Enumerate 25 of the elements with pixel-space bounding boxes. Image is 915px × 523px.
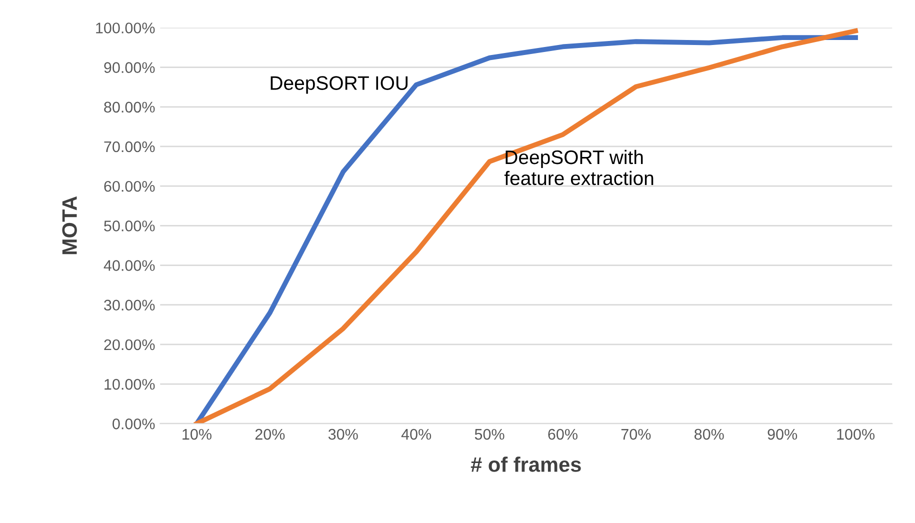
series-label: DeepSORT IOU <box>270 76 408 94</box>
y-tick-label: 70.00% <box>104 141 155 152</box>
x-axis-title: # of frames <box>470 456 581 472</box>
x-tick-label: 80% <box>694 428 724 440</box>
x-tick-label: 50% <box>474 428 504 440</box>
x-tick-label: 70% <box>621 428 651 440</box>
y-tick-label: 10.00% <box>104 378 155 390</box>
x-tick-label: 30% <box>328 428 358 440</box>
x-tick-label: 40% <box>401 428 432 440</box>
x-tick-label: 60% <box>548 428 578 440</box>
y-tick-label: 0.00% <box>112 418 155 430</box>
y-tick-label: 50.00% <box>104 220 155 232</box>
x-tick-label: 100% <box>837 428 875 440</box>
y-tick-label: 30.00% <box>104 300 155 311</box>
y-tick-label: 60.00% <box>104 180 155 192</box>
series-label: DeepSORT with feature extraction <box>504 150 654 186</box>
y-tick-label: 80.00% <box>104 102 155 113</box>
y-tick-label: 20.00% <box>104 339 155 350</box>
y-tick-label: 90.00% <box>104 62 155 73</box>
x-tick-label: 10% <box>182 428 212 440</box>
y-axis-title: MOTA <box>62 196 77 254</box>
x-tick-label: 90% <box>768 428 798 440</box>
x-tick-label: 20% <box>255 428 285 440</box>
y-tick-label: 100.00% <box>96 22 155 34</box>
y-tick-label: 40.00% <box>104 260 155 271</box>
